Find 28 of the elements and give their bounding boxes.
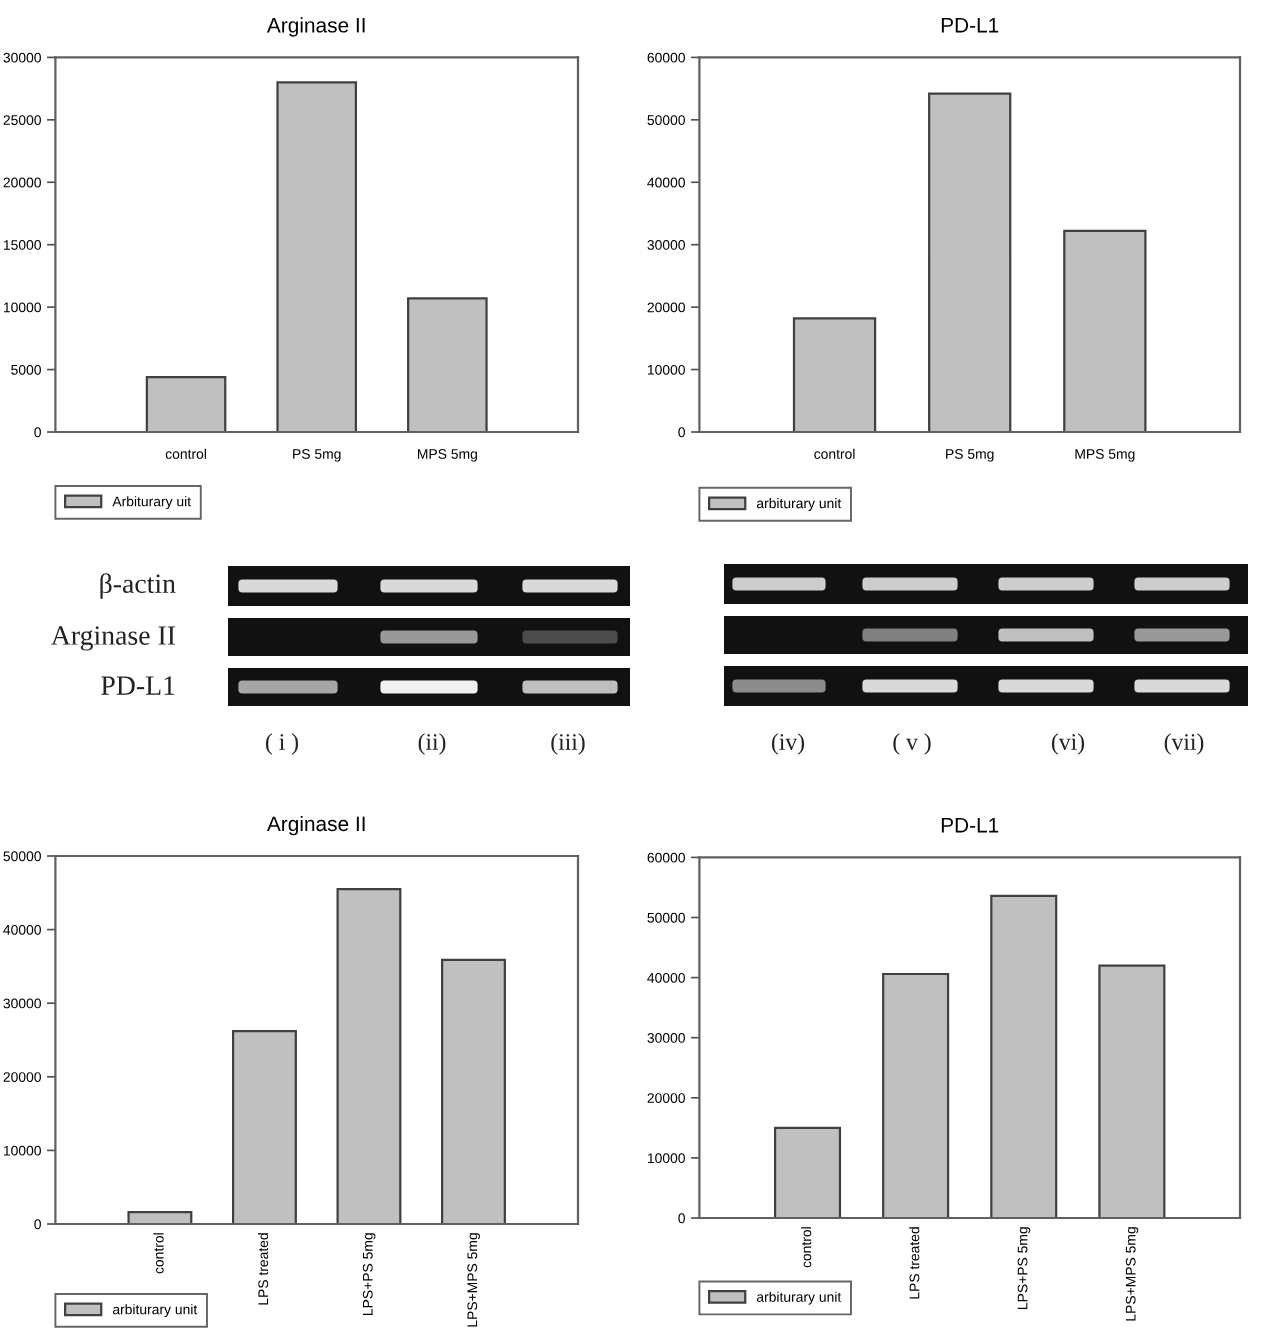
bar (231, 1030, 297, 1224)
chart-title: PD-L1 (941, 818, 999, 833)
text: (vii) (1164, 733, 1204, 755)
text: PD-L1 (101, 676, 175, 695)
text: (iii) (551, 733, 585, 755)
bar (1098, 964, 1166, 1218)
text: ( i ) (265, 733, 299, 755)
bar (990, 894, 1058, 1218)
bar (336, 888, 402, 1224)
bar (1063, 229, 1147, 432)
text: (iv) (771, 733, 805, 755)
chart-title: Arginase II (266, 815, 365, 836)
text: β-actin (100, 573, 176, 599)
chart-title: PD-L1 (941, 18, 999, 33)
text: (ii) (418, 733, 446, 755)
bar (127, 1211, 193, 1224)
bar (145, 375, 227, 432)
bar (792, 317, 877, 432)
bar (441, 958, 506, 1224)
bar (882, 972, 950, 1218)
chart-title: Arginase II (266, 17, 365, 37)
text: ( v ) (893, 733, 931, 755)
bar (407, 297, 488, 432)
text: (vi) (1051, 733, 1085, 755)
bar (773, 1126, 842, 1218)
bar (928, 92, 1012, 432)
text: Arginase II (51, 626, 176, 651)
bar (276, 81, 357, 432)
